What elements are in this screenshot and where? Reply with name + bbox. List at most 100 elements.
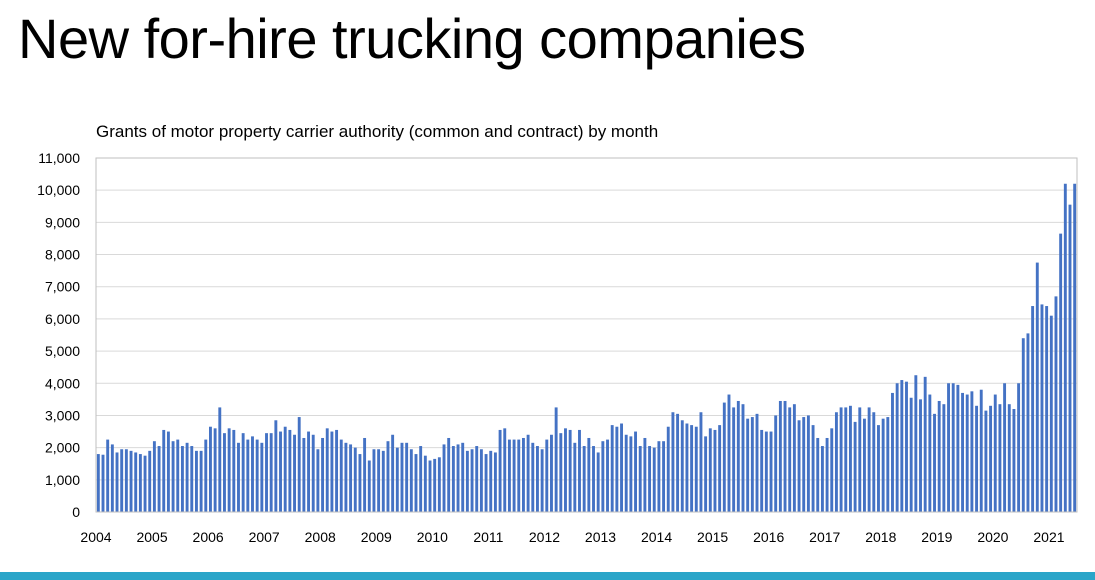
bar	[1059, 233, 1063, 512]
slide-accent-bar	[0, 572, 1095, 580]
bar	[307, 431, 310, 512]
bar	[391, 434, 395, 512]
bar	[797, 420, 801, 512]
bar	[741, 404, 745, 512]
bar	[704, 436, 708, 512]
x-tick-label: 2009	[361, 529, 392, 545]
bar	[386, 441, 390, 512]
bar	[564, 428, 567, 512]
y-tick-label: 1,000	[45, 472, 80, 488]
bar	[587, 437, 591, 512]
bar	[180, 446, 184, 512]
bar	[470, 449, 474, 512]
bar	[517, 439, 521, 512]
bar	[363, 437, 367, 512]
bar	[335, 429, 339, 512]
bar	[465, 450, 469, 512]
bar	[414, 454, 418, 512]
bar	[479, 449, 483, 512]
bar	[573, 442, 577, 512]
bar	[1003, 383, 1007, 512]
bar	[512, 439, 516, 512]
bar	[559, 433, 563, 512]
bar	[774, 415, 778, 512]
bar	[503, 428, 507, 512]
bar	[634, 431, 637, 512]
x-tick-label: 2020	[977, 529, 1008, 545]
bar	[484, 454, 488, 512]
bar	[232, 429, 236, 512]
x-tick-label: 2004	[80, 529, 111, 545]
bar	[806, 415, 810, 512]
bar	[750, 417, 754, 512]
bar	[1007, 404, 1011, 512]
bar	[900, 380, 904, 512]
bar	[825, 437, 829, 512]
bar	[606, 439, 609, 512]
bar	[858, 407, 862, 512]
bar	[302, 437, 306, 512]
bar	[339, 439, 343, 512]
bar	[1063, 183, 1067, 512]
bar	[456, 444, 460, 512]
bar	[372, 449, 376, 512]
bar	[657, 441, 661, 512]
bar	[134, 452, 138, 512]
bar	[881, 418, 885, 512]
bar	[834, 412, 838, 512]
y-tick-label: 8,000	[45, 247, 80, 263]
bar	[489, 450, 493, 512]
bar	[451, 446, 455, 512]
bar	[129, 450, 133, 512]
bar	[293, 434, 296, 512]
bar	[708, 428, 712, 512]
bar	[138, 454, 142, 512]
bar	[792, 404, 796, 512]
bar	[713, 429, 717, 512]
bar	[942, 404, 946, 512]
chart-bars	[96, 183, 1077, 512]
bar	[447, 437, 451, 512]
bar	[699, 412, 703, 512]
bar	[536, 446, 539, 512]
bar	[778, 400, 782, 512]
y-tick-label: 5,000	[45, 343, 80, 359]
bar	[106, 439, 110, 512]
bar	[848, 405, 852, 512]
bar	[905, 381, 908, 512]
bar	[237, 442, 240, 512]
x-axis-ticks: 2004 2005 2006 2007 2008 2009 2010 2011 2012 2013…	[80, 529, 1064, 545]
bar	[475, 446, 479, 512]
bar	[914, 375, 918, 512]
x-tick-label: 2015	[697, 529, 728, 545]
bar	[279, 431, 282, 512]
x-tick-label: 2005	[136, 529, 167, 545]
bar	[409, 449, 413, 512]
bar	[521, 437, 525, 512]
bar	[722, 402, 726, 512]
bar	[998, 404, 1002, 512]
x-tick-label: 2019	[921, 529, 952, 545]
bar	[671, 412, 675, 512]
bar	[844, 407, 848, 512]
bar	[951, 383, 955, 512]
bar	[400, 442, 404, 512]
y-tick-label: 11,000	[38, 150, 80, 166]
bar	[1054, 296, 1058, 512]
bar	[115, 452, 119, 512]
bar	[545, 439, 549, 512]
bar	[1045, 306, 1049, 512]
bar	[933, 413, 936, 512]
bar	[676, 413, 680, 512]
y-tick-label: 4,000	[45, 375, 80, 391]
bar	[255, 439, 259, 512]
bar	[437, 457, 441, 512]
bar	[615, 426, 619, 512]
bar	[736, 400, 740, 512]
bar	[811, 425, 815, 512]
bar	[171, 441, 175, 512]
bar	[185, 442, 189, 512]
y-tick-label: 3,000	[45, 407, 80, 423]
bar	[176, 439, 180, 512]
